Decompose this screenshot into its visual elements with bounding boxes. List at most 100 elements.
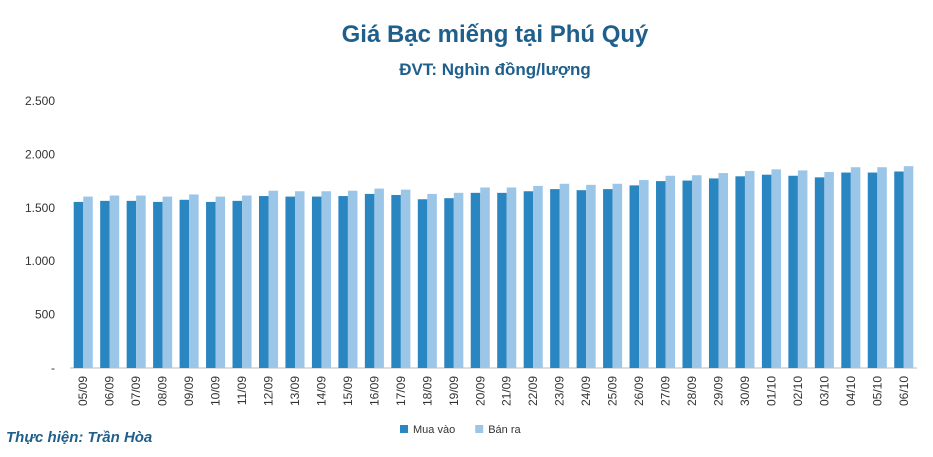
- x-tick-label: 23/09: [553, 376, 567, 406]
- bar: [682, 180, 693, 368]
- x-tick-label: 03/10: [817, 376, 831, 406]
- x-tick-label: 27/09: [659, 376, 673, 406]
- bar: [586, 184, 596, 368]
- x-tick-label: 21/09: [500, 376, 514, 406]
- x-tick-label: 24/09: [579, 376, 593, 406]
- bar: [480, 187, 490, 368]
- legend-label: Mua vào: [413, 424, 455, 436]
- bar: [665, 175, 676, 368]
- x-tick-label: 17/09: [394, 376, 408, 406]
- x-tick-label: 22/09: [526, 376, 540, 406]
- x-tick-label: 04/10: [844, 376, 858, 406]
- x-tick-label: 18/09: [420, 376, 434, 406]
- bar: [374, 188, 384, 368]
- x-tick-label: 02/10: [791, 376, 805, 406]
- bar: [311, 196, 322, 368]
- bar: [100, 200, 110, 368]
- bar: [850, 167, 861, 368]
- bar: [735, 176, 745, 368]
- bar: [576, 190, 587, 368]
- bar: [603, 189, 613, 368]
- bar: [639, 180, 649, 368]
- bar: [629, 185, 640, 368]
- y-tick-label: 2.000: [25, 147, 55, 161]
- x-tick-label: 11/09: [235, 376, 249, 405]
- bar: [744, 170, 755, 368]
- bar: [656, 181, 666, 368]
- x-tick-label: 08/09: [156, 376, 170, 406]
- x-tick-label: 25/09: [606, 376, 620, 406]
- bar: [533, 185, 543, 368]
- x-tick-label: 09/09: [182, 376, 196, 406]
- bar: [83, 196, 93, 368]
- bar: [294, 191, 305, 368]
- bar: [903, 166, 914, 368]
- bar: [470, 192, 481, 368]
- y-tick-label: 500: [35, 308, 55, 322]
- x-tick-label: 06/10: [897, 376, 911, 406]
- bar: [718, 173, 729, 368]
- bar: [427, 193, 437, 368]
- bar: [692, 175, 702, 368]
- bar: [550, 189, 560, 368]
- bar: [347, 190, 358, 368]
- bar: [453, 192, 464, 368]
- x-tick-label: 14/09: [314, 376, 328, 406]
- bar: [242, 195, 252, 368]
- legend-label: Bán ra: [488, 424, 521, 436]
- credit: Thực hiện: Trần Hòa: [6, 429, 152, 446]
- chart-title: Giá Bạc miếng tại Phú Quý: [342, 21, 649, 48]
- x-tick-label: 05/09: [76, 376, 90, 406]
- bar: [189, 194, 199, 368]
- x-tick-label: 12/09: [262, 376, 276, 406]
- bar: [338, 196, 348, 368]
- bar: [867, 172, 878, 368]
- bar: [761, 174, 772, 368]
- bar: [364, 193, 375, 368]
- bar: [109, 195, 120, 368]
- bar: [894, 171, 904, 368]
- bar: [232, 200, 243, 368]
- bar: [400, 189, 411, 368]
- bar: [797, 170, 808, 368]
- bar: [559, 183, 570, 368]
- legend-swatch: [400, 425, 408, 433]
- bar: [444, 198, 454, 368]
- bar: [391, 194, 401, 368]
- x-tick-label: 30/09: [738, 376, 752, 406]
- bar: [215, 196, 226, 368]
- y-tick-label: 1.500: [25, 201, 55, 215]
- bar: [841, 172, 851, 368]
- bar: [162, 196, 173, 368]
- x-tick-label: 15/09: [341, 376, 355, 406]
- bar: [708, 178, 719, 368]
- x-tick-label: 16/09: [367, 376, 381, 406]
- x-tick-label: 20/09: [473, 376, 487, 406]
- bar: [73, 201, 84, 368]
- bar: [497, 192, 507, 368]
- x-tick-label: 26/09: [632, 376, 646, 406]
- bar: [153, 201, 163, 368]
- bar: [788, 175, 798, 368]
- bar: [506, 187, 517, 368]
- x-tick-label: 05/10: [870, 376, 884, 406]
- legend-swatch: [475, 425, 484, 433]
- y-tick-label: -: [51, 361, 55, 375]
- bar: [136, 195, 146, 368]
- bar: [771, 169, 781, 368]
- bar: [877, 167, 887, 368]
- y-tick-label: 2.500: [25, 94, 55, 108]
- bar: [179, 199, 190, 368]
- y-tick-label: 1.000: [25, 254, 55, 268]
- x-tick-label: 07/09: [129, 376, 143, 406]
- chart-subtitle: ĐVT: Nghìn đồng/lượng: [399, 60, 591, 79]
- bar: [824, 172, 834, 368]
- x-tick-label: 06/09: [103, 376, 117, 406]
- bar: [417, 199, 428, 368]
- x-tick-label: 01/10: [764, 376, 778, 406]
- x-tick-label: 10/09: [209, 376, 223, 406]
- bar: [126, 200, 137, 368]
- x-tick-label: 13/09: [288, 376, 302, 406]
- x-tick-label: 29/09: [711, 376, 725, 406]
